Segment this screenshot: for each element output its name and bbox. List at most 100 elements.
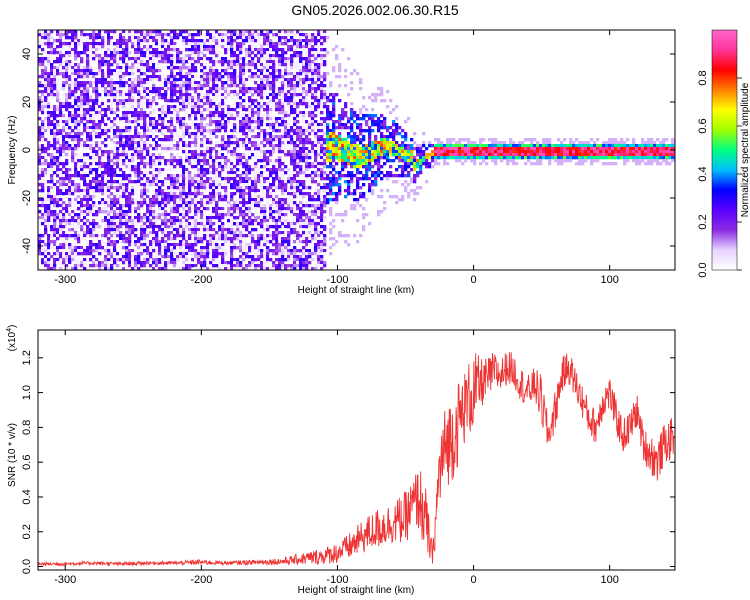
heatmap-cell xyxy=(230,174,234,178)
heatmap-cell xyxy=(221,246,225,250)
heatmap-cell xyxy=(245,168,249,172)
heatmap-cell xyxy=(230,222,234,226)
heatmap-cell xyxy=(230,225,234,229)
heatmap-cell xyxy=(275,168,279,172)
heatmap-cell xyxy=(113,177,117,181)
heatmap-cell xyxy=(161,90,165,94)
heatmap-cell xyxy=(155,240,159,244)
heatmap-cell xyxy=(164,225,168,229)
heatmap-cell xyxy=(242,93,246,97)
heatmap-cell xyxy=(290,66,294,70)
heatmap-cell xyxy=(209,87,213,91)
heatmap-cell xyxy=(269,171,273,175)
heatmap-cell xyxy=(149,198,153,202)
heatmap-cell xyxy=(230,48,234,52)
heatmap-cell xyxy=(260,207,264,211)
heatmap-cell xyxy=(53,267,57,270)
heatmap-cell xyxy=(245,207,249,211)
heatmap-cell xyxy=(170,81,174,85)
heatmap-cell xyxy=(161,75,165,79)
heatmap-cell xyxy=(221,84,225,88)
heatmap-cell xyxy=(278,120,282,124)
heatmap-cell xyxy=(218,36,222,40)
heatmap-cell xyxy=(278,186,282,190)
heatmap-cell xyxy=(152,183,156,187)
heatmap-cell xyxy=(233,186,237,190)
heatmap-cell xyxy=(245,36,249,40)
heatmap-cell xyxy=(239,204,243,208)
heatmap-cell xyxy=(62,123,66,127)
heatmap-cell xyxy=(149,60,153,64)
heatmap-cell xyxy=(125,117,129,121)
heatmap-cell xyxy=(278,165,282,169)
heatmap-cell xyxy=(38,246,42,250)
heatmap-cell xyxy=(257,240,261,244)
heatmap-cell xyxy=(233,36,237,40)
heatmap-cell xyxy=(89,99,93,103)
heatmap-cell xyxy=(224,120,228,124)
heatmap-cell xyxy=(41,123,45,127)
heatmap-cell xyxy=(56,189,60,193)
heatmap-cell xyxy=(74,234,78,238)
heatmap-cell xyxy=(212,63,216,67)
heatmap-cell xyxy=(134,180,138,184)
heatmap-cell xyxy=(71,120,75,124)
heatmap-cell xyxy=(119,252,123,256)
heatmap-cell xyxy=(173,174,177,178)
heatmap-cell xyxy=(131,45,135,49)
heatmap-cell xyxy=(98,189,102,193)
heatmap-cell xyxy=(146,231,150,235)
heatmap-cell xyxy=(170,120,174,124)
heatmap-cell xyxy=(149,162,153,166)
heatmap-cell xyxy=(290,180,294,184)
heatmap-cell xyxy=(170,159,174,163)
heatmap-cell xyxy=(296,219,300,223)
heatmap-cell xyxy=(44,207,48,211)
heatmap-cell xyxy=(155,102,159,106)
heatmap-cell xyxy=(239,213,243,217)
heatmap-cell xyxy=(239,180,243,184)
heatmap-cell xyxy=(206,225,210,229)
heatmap-cell xyxy=(242,30,246,34)
heatmap-cell xyxy=(128,228,132,232)
heatmap-cell xyxy=(215,72,219,76)
heatmap-cell xyxy=(287,39,291,43)
heatmap-cell xyxy=(218,156,222,160)
heatmap-cell xyxy=(275,129,279,133)
heatmap-cell xyxy=(74,117,78,121)
heatmap-cell xyxy=(179,90,183,94)
heatmap-cell xyxy=(92,81,96,85)
heatmap-cell xyxy=(41,84,45,88)
heatmap-cell xyxy=(260,42,264,46)
heatmap-cell xyxy=(104,165,108,169)
heatmap-cell xyxy=(119,45,123,49)
heatmap-cell xyxy=(149,153,153,157)
heatmap-cell xyxy=(173,228,177,232)
heatmap-cell xyxy=(59,198,63,202)
heatmap-cell xyxy=(140,204,144,208)
heatmap-cell xyxy=(227,198,231,202)
heatmap-cell xyxy=(266,39,270,43)
heatmap-cell xyxy=(122,237,126,241)
heatmap-cell xyxy=(188,105,192,109)
heatmap-cell xyxy=(215,135,219,139)
heatmap-cell xyxy=(212,84,216,88)
heatmap-cell xyxy=(134,66,138,70)
heatmap-cell xyxy=(260,96,264,100)
heatmap-cell xyxy=(158,225,162,229)
heatmap-cell xyxy=(98,147,102,151)
heatmap-cell xyxy=(125,189,129,193)
heatmap-cell xyxy=(80,60,84,64)
heatmap-cell xyxy=(266,69,270,73)
heatmap-cell xyxy=(173,222,177,226)
heatmap-cell xyxy=(161,117,165,121)
heatmap-cell xyxy=(185,207,189,211)
heatmap-cell xyxy=(113,249,117,253)
heatmap-cell xyxy=(92,120,96,124)
heatmap-cell xyxy=(83,165,87,169)
heatmap-cell xyxy=(173,156,177,160)
heatmap-cell xyxy=(233,93,237,97)
heatmap-cell xyxy=(230,132,234,136)
heatmap-cell xyxy=(185,168,189,172)
heatmap-cell xyxy=(161,108,165,112)
